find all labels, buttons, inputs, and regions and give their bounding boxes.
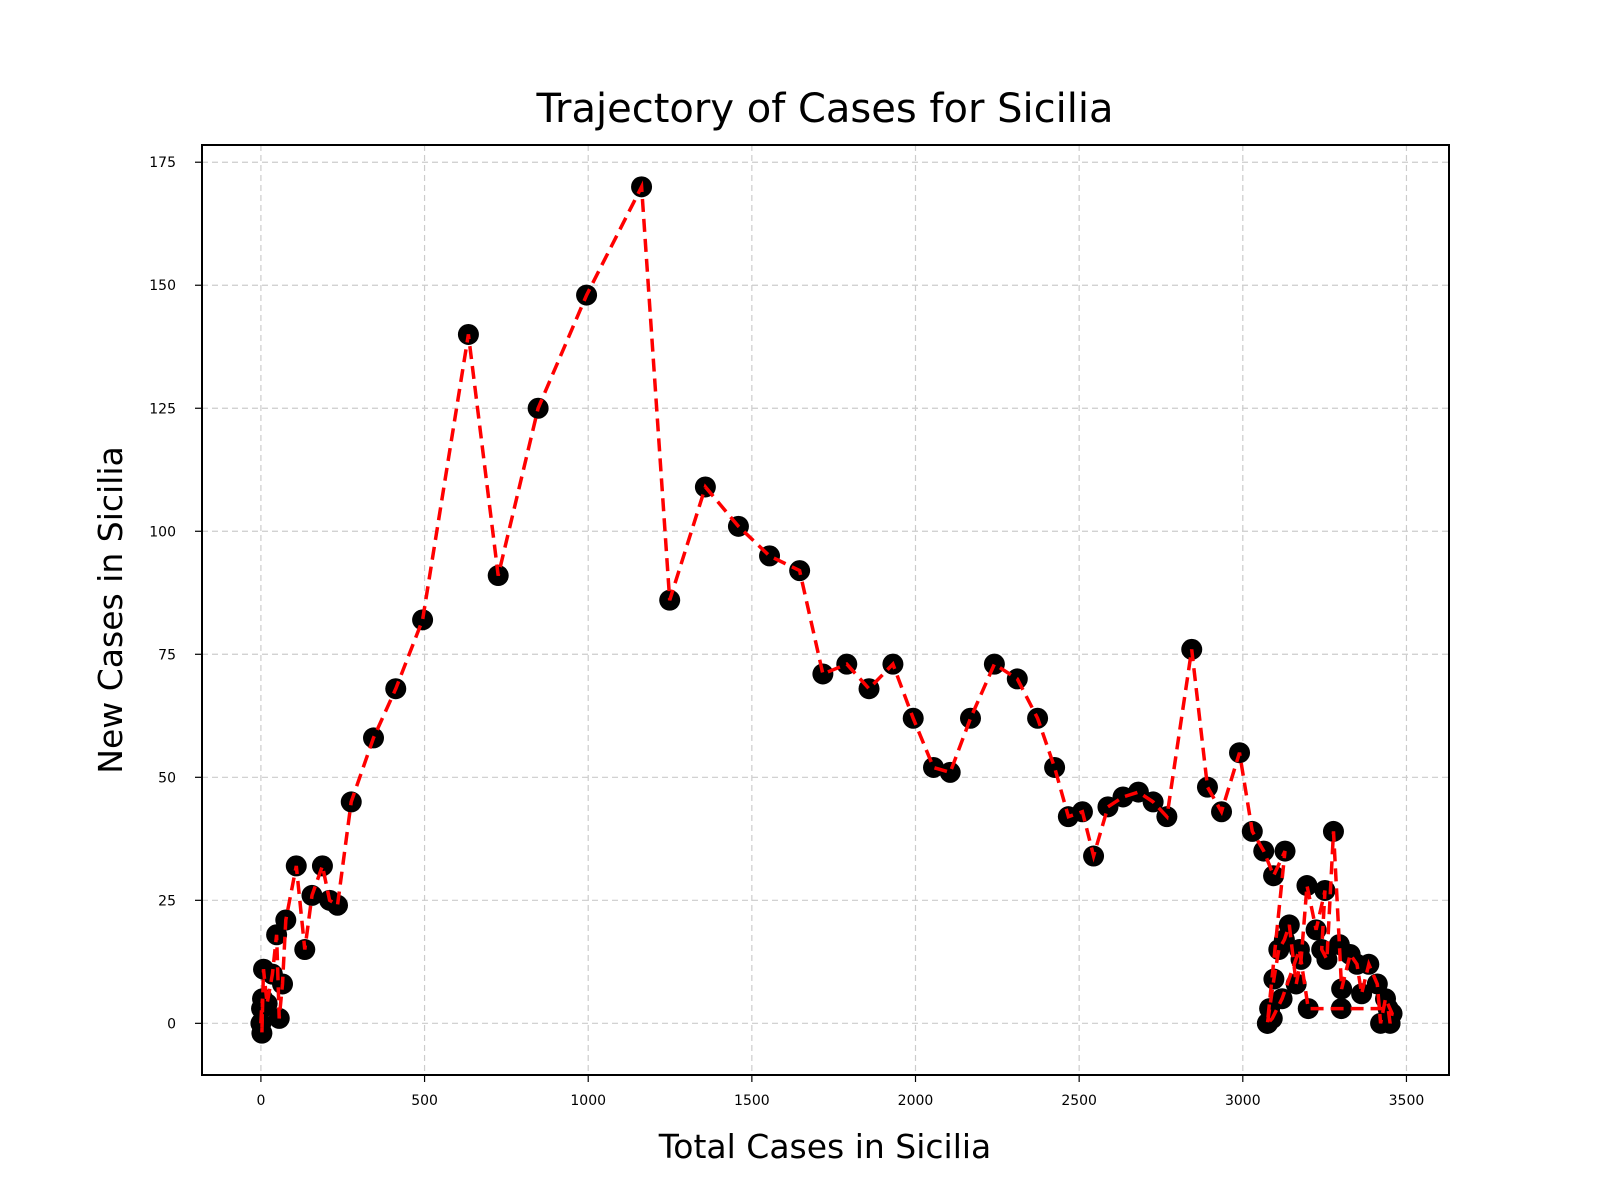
tick-layer: 0 500 1000 1500 2000 2500 3000 3500 0 25 50 75 100 12… [149, 155, 1424, 1109]
grid-layer [202, 145, 1449, 1075]
x-tick-label: 1000 [570, 1093, 606, 1109]
series-layer [250, 176, 1402, 1043]
y-tick-label: 25 [158, 893, 176, 909]
x-axis-label: Total Cases in Sicilia [658, 1127, 992, 1166]
series-line [261, 187, 1392, 1033]
x-tick-label: 0 [256, 1093, 265, 1109]
x-tick-label: 2500 [1061, 1093, 1097, 1109]
y-tick-label: 175 [149, 155, 176, 171]
x-tick-label: 500 [411, 1093, 438, 1109]
y-tick-label: 50 [158, 770, 176, 786]
x-tick-label: 2000 [898, 1093, 934, 1109]
x-tick-label: 3500 [1389, 1093, 1425, 1109]
y-axis-label: New Cases in Sicilia [91, 446, 130, 773]
chart-title: Trajectory of Cases for Sicilia [536, 86, 1114, 132]
x-tick-label: 1500 [734, 1093, 770, 1109]
y-tick-label: 75 [158, 647, 176, 663]
y-tick-label: 100 [149, 524, 176, 540]
data-point [1044, 757, 1065, 778]
x-tick-label: 3000 [1225, 1093, 1261, 1109]
data-point [960, 708, 981, 729]
data-point [984, 654, 1005, 675]
y-tick-label: 125 [149, 401, 176, 417]
plot-frame [202, 145, 1449, 1075]
data-point [940, 762, 961, 783]
y-tick-label: 150 [149, 278, 176, 294]
y-tick-label: 0 [167, 1016, 176, 1032]
